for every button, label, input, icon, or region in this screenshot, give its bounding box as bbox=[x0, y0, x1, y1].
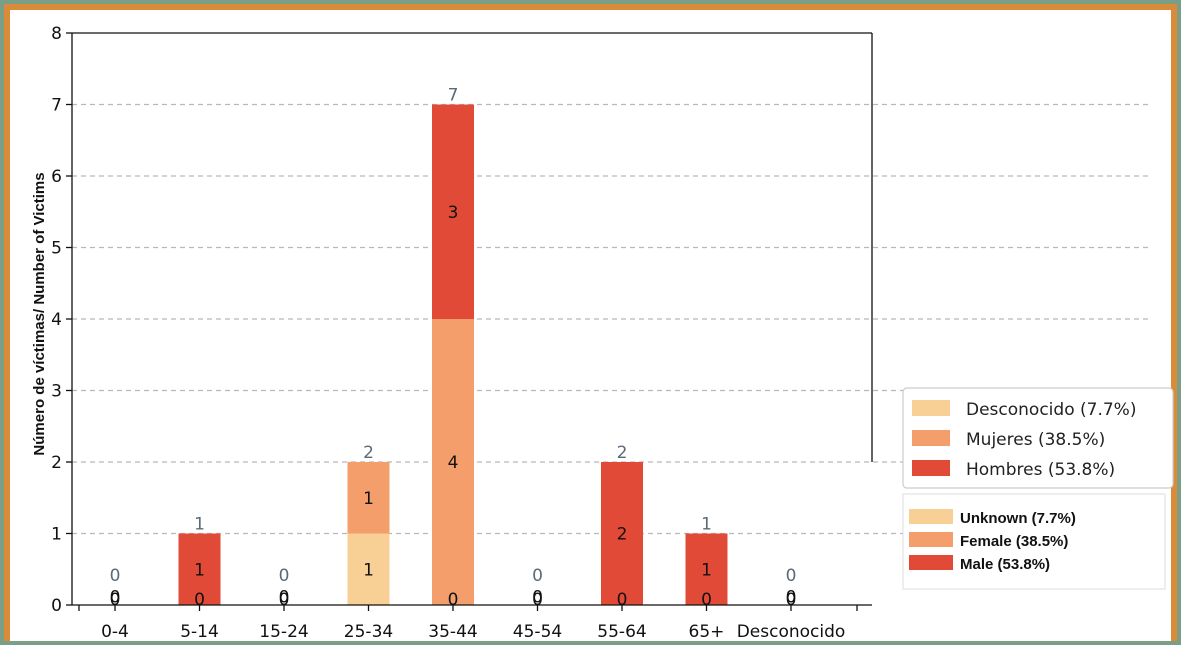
total-label-65+: 1 bbox=[701, 515, 712, 535]
bar-65+-series-2 bbox=[685, 533, 728, 605]
segment-label-45-54-1: 0 bbox=[532, 590, 543, 610]
legend-box-es bbox=[902, 387, 1174, 489]
legend-swatch-en-1 bbox=[909, 532, 953, 547]
total-label-Desconocido: 0 bbox=[786, 566, 797, 586]
y-label-background bbox=[24, 95, 52, 520]
legend-label-es-1: Mujeres (38.5%) bbox=[966, 430, 1105, 450]
x-tick-label-25-34: 25-34 bbox=[344, 622, 393, 642]
bar-35-44-series-2 bbox=[432, 104, 474, 319]
segment-label-35-44-2: 0 bbox=[448, 590, 459, 610]
total-label-15-24: 0 bbox=[279, 566, 290, 586]
bar-35-44-series-1 bbox=[432, 319, 474, 605]
bar-25-34-series-1 bbox=[347, 462, 390, 534]
legend-label-es-2: Hombres (53.8%) bbox=[966, 460, 1115, 480]
segment-label-25-34-0: 1 bbox=[363, 489, 374, 509]
segment-label-55-64-0: 2 bbox=[617, 525, 628, 545]
segment-label-15-24-0: 0 bbox=[279, 587, 290, 607]
legend-swatch-en-0 bbox=[909, 509, 953, 524]
y-tick-label-1: 1 bbox=[51, 525, 62, 545]
segment-label-Desconocido-1: 0 bbox=[786, 590, 797, 610]
x-tick-label-15-24: 15-24 bbox=[259, 622, 308, 642]
total-label-55-64: 2 bbox=[617, 443, 628, 463]
legend-swatch-es-2 bbox=[912, 460, 950, 476]
segment-label-35-44-1: 4 bbox=[448, 453, 459, 473]
total-label-5-14: 1 bbox=[194, 515, 205, 535]
segment-label-45-54-0: 0 bbox=[532, 587, 543, 607]
x-tick-label-5-14: 5-14 bbox=[180, 622, 219, 642]
total-label-35-44: 7 bbox=[448, 86, 459, 106]
legend-swatch-es-1 bbox=[912, 430, 950, 446]
legend-swatch-es-0 bbox=[912, 400, 950, 416]
total-labels: 0 1 0 2 7 0 2 1 0 bbox=[110, 86, 797, 587]
total-label-45-54: 0 bbox=[532, 566, 543, 586]
segment-label-0-4-0: 0 bbox=[110, 587, 121, 607]
bar-55-64-series-2 bbox=[601, 462, 643, 605]
legend-label-en-1: Female (38.5%) bbox=[960, 533, 1068, 550]
y-tick-label-0: 0 bbox=[51, 596, 62, 616]
y-tick-label-4: 4 bbox=[51, 310, 62, 330]
legend-label-es-0: Desconocido (7.7%) bbox=[966, 400, 1136, 420]
x-tick-label-35-44: 35-44 bbox=[428, 622, 477, 642]
x-tick-label-45-54: 45-54 bbox=[513, 622, 562, 642]
segment-label-25-34-1: 1 bbox=[363, 560, 374, 580]
segment-label-5-14-0: 1 bbox=[194, 560, 205, 580]
y-tick-label-2: 2 bbox=[51, 453, 62, 473]
y-tick-label-5: 5 bbox=[51, 239, 62, 259]
y-tick-label-7: 7 bbox=[51, 96, 62, 116]
axes: 0 1 2 3 4 5 6 7 8 0-4 5-14 15-24 25-34 35-44 45-54 55-6… bbox=[24, 24, 873, 642]
legend: Desconocido (7.7%) Mujeres (38.5%) Hombres… bbox=[902, 387, 1174, 590]
x-tick-label-65+: 65+ bbox=[689, 622, 725, 642]
x-tick-label-0-4: 0-4 bbox=[101, 622, 129, 642]
legend-swatch-en-2 bbox=[909, 555, 953, 570]
segment-label-15-24-1: 0 bbox=[279, 590, 290, 610]
bar-5-14-series-2 bbox=[178, 533, 221, 605]
x-tick-label-55-64: 55-64 bbox=[597, 622, 646, 642]
y-tick-label-8: 8 bbox=[51, 24, 62, 44]
y-tick-label-6: 6 bbox=[51, 167, 62, 187]
segment-label-Desconocido-0: 0 bbox=[786, 587, 797, 607]
y-axis-label: Número de víctimas/ Number of Victims bbox=[31, 172, 48, 455]
y-tick-label-3: 3 bbox=[51, 382, 62, 402]
total-label-25-34: 2 bbox=[363, 443, 374, 463]
segment-label-0-4-1: 0 bbox=[110, 590, 121, 610]
legend-label-en-2: Male (53.8%) bbox=[960, 556, 1050, 573]
segment-label-65+-1: 0 bbox=[701, 590, 712, 610]
x-tick-label-Desconocido: Desconocido bbox=[737, 622, 846, 642]
legend-label-en-0: Unknown (7.7%) bbox=[960, 510, 1076, 527]
bar-25-34-series-0 bbox=[347, 533, 390, 605]
total-label-0-4: 0 bbox=[110, 566, 121, 586]
segment-label-65+-0: 1 bbox=[701, 560, 712, 580]
segment-label-55-64-1: 0 bbox=[617, 590, 628, 610]
segment-label-5-14-1: 0 bbox=[194, 590, 205, 610]
bars bbox=[178, 104, 728, 605]
segment-label-35-44-0: 3 bbox=[448, 203, 459, 223]
